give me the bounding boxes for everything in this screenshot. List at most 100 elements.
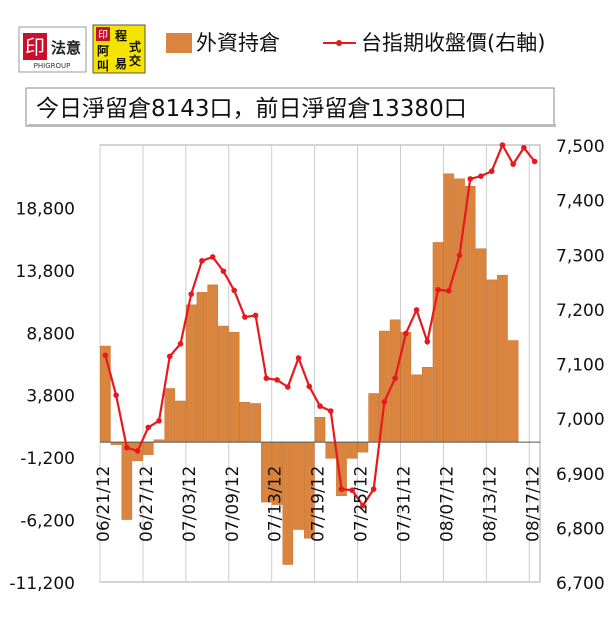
price-point-9 bbox=[199, 258, 205, 264]
bar-32 bbox=[443, 173, 455, 443]
right-tick-label-1: 7,400 bbox=[556, 192, 605, 212]
x-tick-label-1: 06/27/12 bbox=[137, 466, 157, 542]
price-point-11 bbox=[220, 268, 227, 274]
x-tick-label-3: 07/09/12 bbox=[223, 466, 243, 542]
logo2-char-4: 叫 bbox=[97, 58, 109, 73]
x-tick-label-0: 06/21/12 bbox=[94, 466, 114, 542]
legend: 外資持倉 台指期收盤價(右軸) bbox=[166, 31, 545, 55]
logo2-char-6: 交 bbox=[129, 53, 141, 68]
price-point-6 bbox=[166, 353, 173, 360]
price-point-13 bbox=[242, 314, 248, 320]
price-point-28 bbox=[403, 330, 409, 337]
price-point-3 bbox=[134, 448, 141, 454]
left-tick-label-2: 8,800 bbox=[26, 324, 75, 344]
left-tick-label-4: -1,200 bbox=[20, 449, 75, 469]
price-point-30 bbox=[424, 338, 431, 345]
header-note-box: 今日淨留倉8143口，前日淨留倉13380口 bbox=[25, 87, 556, 127]
left-tick-label-1: 13,800 bbox=[16, 262, 75, 282]
plot-area: 18,800 13,800 8,800 3,800 -1,200 -6,200 -11,20… bbox=[9, 137, 604, 594]
bar-35 bbox=[475, 248, 487, 443]
price-point-36 bbox=[488, 168, 495, 175]
price-point-7 bbox=[177, 341, 184, 347]
x-tick-label-8: 08/07/12 bbox=[437, 466, 457, 542]
logo-text: 法意 bbox=[51, 39, 81, 57]
logo-glyph: 印 bbox=[25, 35, 45, 59]
phigroup-logo: 印 法意 PHIGROUP bbox=[18, 26, 87, 73]
price-point-4 bbox=[145, 424, 152, 431]
price-point-15 bbox=[263, 375, 270, 382]
price-point-12 bbox=[231, 287, 237, 294]
bar-0 bbox=[100, 345, 111, 443]
bar-29 bbox=[411, 374, 422, 443]
price-point-34 bbox=[467, 176, 474, 182]
price-point-5 bbox=[156, 418, 162, 424]
program-trading-logo: 印 程 阿 式 叫 易 交 bbox=[92, 24, 146, 74]
price-point-2 bbox=[124, 444, 130, 451]
bar-8 bbox=[185, 304, 197, 443]
price-point-33 bbox=[456, 252, 463, 259]
right-tick-label-2: 7,300 bbox=[556, 246, 605, 266]
legend-bar-label: 外資持倉 bbox=[196, 31, 280, 55]
legend-line-label: 台指期收盤價(右軸) bbox=[361, 31, 545, 55]
right-tick-label-4: 7,100 bbox=[556, 356, 605, 376]
legend-bar-swatch bbox=[166, 33, 192, 53]
bar-14 bbox=[250, 403, 261, 443]
logo2-char-2: 阿 bbox=[97, 44, 109, 58]
bar-30 bbox=[422, 367, 433, 443]
price-point-17 bbox=[285, 384, 291, 390]
logo2-char-5: 易 bbox=[115, 57, 127, 71]
price-point-14 bbox=[252, 312, 259, 319]
price-point-22 bbox=[338, 486, 345, 492]
left-tick-label-3: 3,800 bbox=[26, 387, 75, 407]
price-point-25 bbox=[370, 486, 377, 492]
price-point-27 bbox=[392, 375, 398, 382]
right-tick-label-8: 6,700 bbox=[556, 574, 605, 594]
price-point-18 bbox=[295, 355, 302, 361]
logo2-char-3: 式 bbox=[129, 39, 141, 54]
bar-23 bbox=[346, 441, 358, 459]
right-tick-label-5: 7,000 bbox=[556, 410, 605, 430]
bar-38 bbox=[507, 340, 519, 443]
bar-10 bbox=[207, 284, 218, 443]
price-point-20 bbox=[317, 403, 323, 409]
bar-11 bbox=[218, 325, 229, 443]
price-point-35 bbox=[478, 173, 484, 179]
price-point-16 bbox=[274, 377, 280, 383]
bar-6 bbox=[164, 388, 176, 443]
price-point-37 bbox=[499, 142, 506, 148]
price-point-26 bbox=[381, 398, 388, 405]
price-point-29 bbox=[413, 307, 420, 313]
right-tick-label-7: 6,800 bbox=[556, 519, 605, 539]
bar-36 bbox=[486, 279, 498, 443]
price-point-40 bbox=[531, 158, 538, 165]
price-point-31 bbox=[435, 286, 441, 293]
bar-37 bbox=[497, 274, 508, 443]
right-tick-label-6: 6,900 bbox=[556, 465, 605, 485]
legend-line-dot bbox=[336, 40, 342, 46]
price-point-21 bbox=[327, 408, 334, 414]
price-point-39 bbox=[521, 144, 527, 151]
logo2-char-0: 印 bbox=[98, 29, 108, 41]
x-tick-label-10: 08/17/12 bbox=[523, 466, 543, 542]
x-tick-label-9: 08/13/12 bbox=[480, 466, 500, 542]
bar-12 bbox=[228, 332, 240, 443]
x-tick-label-6: 07/25/12 bbox=[352, 466, 372, 542]
price-point-10 bbox=[209, 254, 216, 260]
bar-34 bbox=[464, 186, 476, 443]
price-point-19 bbox=[306, 383, 313, 390]
price-point-38 bbox=[510, 161, 516, 167]
right-tick-label-3: 7,200 bbox=[556, 301, 605, 321]
left-tick-label-6: -11,200 bbox=[9, 574, 75, 594]
bar-18 bbox=[293, 441, 304, 530]
bar-31 bbox=[432, 242, 444, 443]
bar-33 bbox=[454, 178, 465, 443]
x-tick-label-5: 07/19/12 bbox=[309, 466, 329, 542]
right-tick-label-0: 7,500 bbox=[556, 137, 605, 157]
price-point-32 bbox=[445, 288, 452, 294]
price-point-0 bbox=[102, 352, 109, 359]
x-tick-label-7: 07/31/12 bbox=[394, 466, 414, 542]
left-tick-label-5: -6,200 bbox=[20, 512, 75, 532]
price-point-1 bbox=[113, 392, 119, 398]
